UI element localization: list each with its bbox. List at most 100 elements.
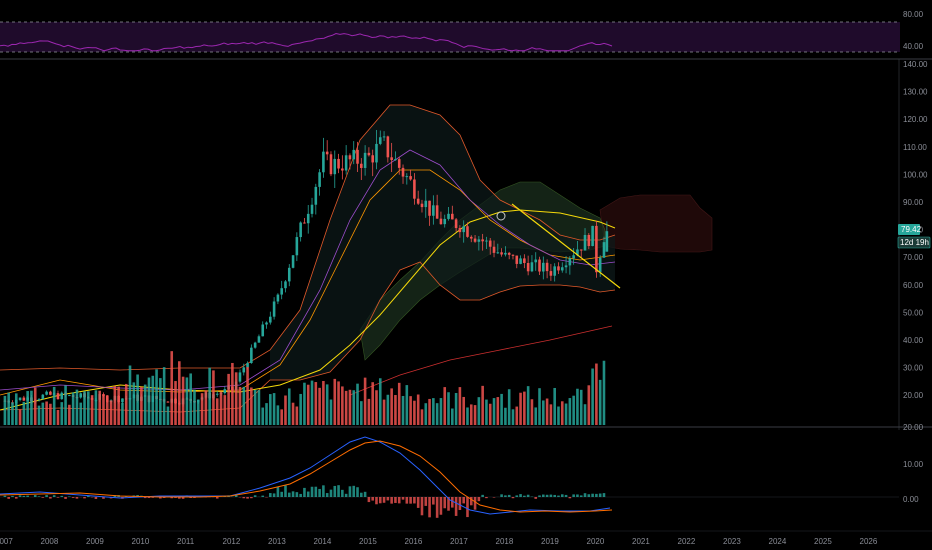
volume-bar	[598, 379, 602, 425]
volume-bar	[322, 381, 325, 425]
volume-bar	[208, 367, 211, 425]
volume-bar	[189, 373, 192, 425]
candle-body	[579, 249, 583, 251]
macd-hist-bar	[523, 495, 526, 497]
candle-body	[515, 255, 519, 264]
year-label: 2025	[814, 537, 832, 546]
volume-bar	[337, 381, 340, 425]
macd-hist-bar	[178, 497, 181, 499]
candle-body	[261, 324, 265, 337]
candle-body	[481, 239, 484, 242]
volume-bar	[572, 395, 575, 425]
macd-hist-bar	[22, 495, 26, 497]
candle-body	[49, 391, 52, 395]
candle-body	[473, 238, 477, 242]
volume-bar	[68, 404, 71, 425]
candle-body	[303, 222, 306, 224]
candle-body	[295, 237, 299, 256]
macd-hist-bar	[564, 494, 568, 497]
candle-body	[492, 246, 496, 253]
volume-bar	[185, 377, 189, 425]
volume-bar	[56, 409, 60, 425]
macd-tick-10: 10.00	[903, 460, 924, 469]
volume-bar	[432, 398, 435, 425]
candle-body	[435, 205, 439, 219]
macd-hist-bar	[223, 496, 227, 497]
year-label: 2009	[86, 537, 104, 546]
macd-tick-20: 20.00	[903, 423, 924, 432]
volume-bar	[215, 398, 219, 425]
macd-hist-bar	[386, 497, 390, 501]
volume-bar	[26, 391, 29, 425]
year-label: 2020	[587, 537, 605, 546]
volume-bar	[295, 406, 299, 425]
volume-bar	[469, 404, 473, 425]
volume-bar	[314, 382, 318, 425]
macd-hist-bar	[469, 497, 473, 506]
volume-bar	[329, 399, 333, 425]
macd-hist-bar	[447, 497, 450, 511]
volume-bar	[299, 393, 302, 425]
year-label: 2026	[860, 537, 878, 546]
year-label: 2012	[223, 537, 241, 546]
volume-bar	[397, 382, 401, 425]
volume-bar	[363, 377, 367, 425]
volume-bar	[530, 399, 534, 425]
macd-hist-bar	[83, 497, 86, 499]
ma-long-red	[349, 325, 613, 396]
volume-bar	[83, 391, 86, 425]
candle-body	[401, 167, 405, 177]
price-tick: 140.00	[903, 60, 928, 69]
candle-body	[477, 239, 481, 242]
volume-bar	[542, 400, 545, 425]
candle-body	[280, 288, 283, 295]
volume-bar	[90, 395, 94, 425]
volume-bar	[132, 382, 136, 425]
candle-body	[322, 151, 325, 173]
macd-hist-bar	[306, 491, 310, 497]
macd-hist-bar	[276, 486, 280, 497]
candle-body	[250, 347, 253, 364]
macd-hist-bar	[94, 497, 98, 499]
volume-bar	[45, 401, 48, 425]
candle-body	[572, 255, 575, 259]
macd-hist-bar	[352, 485, 356, 497]
macd-hist-bar	[360, 492, 363, 497]
macd-hist-bar	[526, 494, 530, 497]
volume-bar	[371, 382, 374, 425]
macd-hist-bar	[45, 495, 48, 497]
price-tick: 120.00	[903, 115, 928, 124]
volume-bar	[162, 367, 166, 425]
candle-body	[344, 155, 348, 171]
price-panel	[0, 104, 713, 425]
volume-bar	[458, 387, 462, 425]
macd-hist-bar	[151, 497, 155, 498]
macd-hist-bar	[14, 497, 18, 499]
candle-body	[485, 240, 488, 242]
macd-hist-bar	[344, 493, 348, 497]
volume-bar	[147, 377, 151, 425]
macd-hist-bar	[269, 493, 272, 497]
countdown-label: 12d 19h	[900, 238, 929, 247]
volume-bar	[560, 401, 564, 425]
volume-bar	[174, 381, 177, 425]
candle-body	[238, 372, 242, 382]
price-tick: 90.00	[903, 198, 924, 207]
candle-body	[560, 267, 564, 271]
volume-bar	[507, 389, 511, 425]
macd-hist-bar	[451, 497, 454, 508]
candle-body	[18, 397, 22, 401]
volume-bar	[193, 389, 196, 425]
volume-bar	[200, 393, 204, 425]
volume-bar	[30, 390, 33, 425]
volume-bar	[204, 390, 208, 425]
macd-hist-bar	[413, 497, 416, 504]
year-label: 2018	[496, 537, 514, 546]
volume-bar	[261, 407, 265, 425]
candle-body	[488, 240, 492, 247]
macd-hist-bar	[504, 495, 507, 497]
price-tick: 20.00	[903, 391, 924, 400]
price-tick: 30.00	[903, 364, 924, 373]
candle-body	[469, 236, 473, 239]
